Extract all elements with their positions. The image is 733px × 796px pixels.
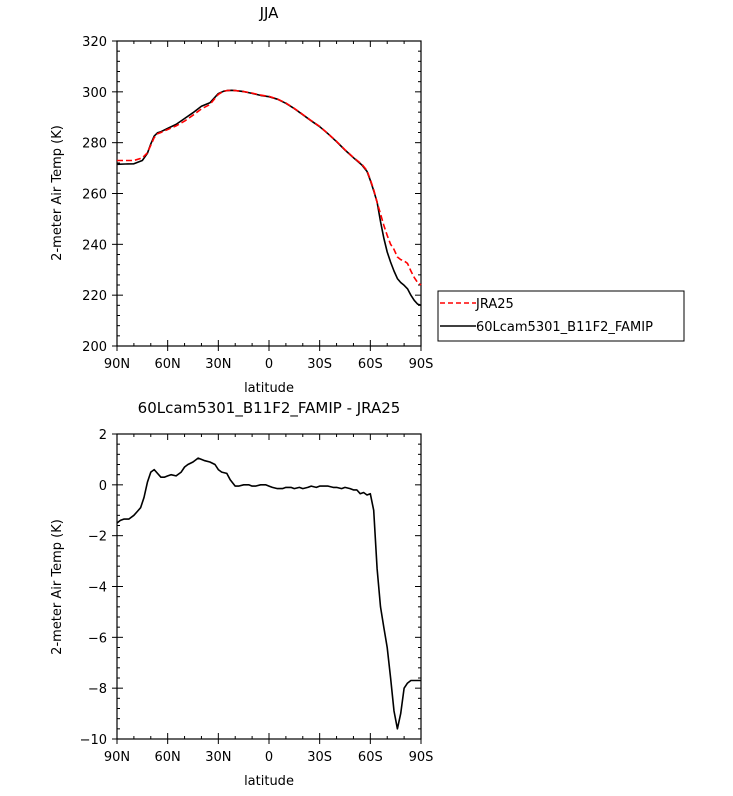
y-tick-label: 300 xyxy=(82,86,107,101)
difference-panel: 60Lcam5301_B11F2_FAMIP - JRA25 90N 60N 30N… xyxy=(50,399,433,789)
legend-label-model: 60Lcam5301_B11F2_FAMIP xyxy=(476,320,653,335)
x-tick-label: 30S xyxy=(307,750,332,765)
x-tick-label: 90N xyxy=(104,357,130,372)
x-tick-label: 90S xyxy=(409,750,434,765)
x-tick-label: 60N xyxy=(155,357,181,372)
y-axis-label: 2-meter Air Temp (K) xyxy=(50,519,65,655)
y-tick-label: −2 xyxy=(88,530,107,545)
x-tick-label: 30S xyxy=(307,357,332,372)
y-tick-label: 280 xyxy=(82,137,107,152)
series-line-60lcam5301-b11f2-famip xyxy=(116,89,422,307)
x-tick-label: 60S xyxy=(358,750,383,765)
y-tick-label: 2 xyxy=(99,428,107,443)
x-tick-label: 90S xyxy=(409,357,434,372)
legend-label-jra25: JRA25 xyxy=(475,297,514,312)
y-axis-label: 2-meter Air Temp (K) xyxy=(50,125,65,261)
x-axis-label: latitude xyxy=(244,774,294,789)
x-tick-label: 90N xyxy=(104,750,130,765)
y-tick-label: 220 xyxy=(82,289,107,304)
y-tick-label: −10 xyxy=(80,733,107,748)
legend-box xyxy=(437,290,685,342)
y-tick-label: −8 xyxy=(88,682,107,697)
x-tick-label: 60N xyxy=(155,750,181,765)
panel-title: 60Lcam5301_B11F2_FAMIP - JRA25 xyxy=(138,399,401,418)
series-line-difference xyxy=(116,457,421,730)
y-tick-label: 240 xyxy=(82,238,107,253)
axis-ticks xyxy=(112,433,422,744)
x-tick-label: 0 xyxy=(265,357,273,372)
x-tick-label: 0 xyxy=(265,750,273,765)
y-tick-label: 0 xyxy=(99,479,107,494)
y-tick-label: −6 xyxy=(88,631,107,646)
tick-labels: 90N 60N 30N 0 30S 60S 90S 200 220 240 260 280 300 320 xyxy=(82,35,433,372)
x-tick-label: 30N xyxy=(205,750,231,765)
y-tick-label: 200 xyxy=(82,340,107,355)
series-line-jra25 xyxy=(117,89,422,286)
panel-title: JJA xyxy=(259,4,280,22)
y-tick-label: 260 xyxy=(82,188,107,203)
plot-frame xyxy=(116,433,422,740)
x-tick-label: 60S xyxy=(358,357,383,372)
y-tick-label: −4 xyxy=(88,581,107,596)
series-lines xyxy=(116,89,422,307)
x-tick-label: 30N xyxy=(205,357,231,372)
tick-labels: 90N 60N 30N 0 30S 60S 90S −10 −8 −6 −4 −2 0 2 xyxy=(80,428,434,765)
series-lines xyxy=(116,457,421,730)
x-axis-label: latitude xyxy=(244,381,294,396)
y-tick-label: 320 xyxy=(82,35,107,50)
legend: JRA25 60Lcam5301_B11F2_FAMIP xyxy=(437,290,685,342)
temperature-panel: JJA 90N 60N 30N 0 30S 60S 90S 200 220 240 260 280 30… xyxy=(50,4,433,396)
